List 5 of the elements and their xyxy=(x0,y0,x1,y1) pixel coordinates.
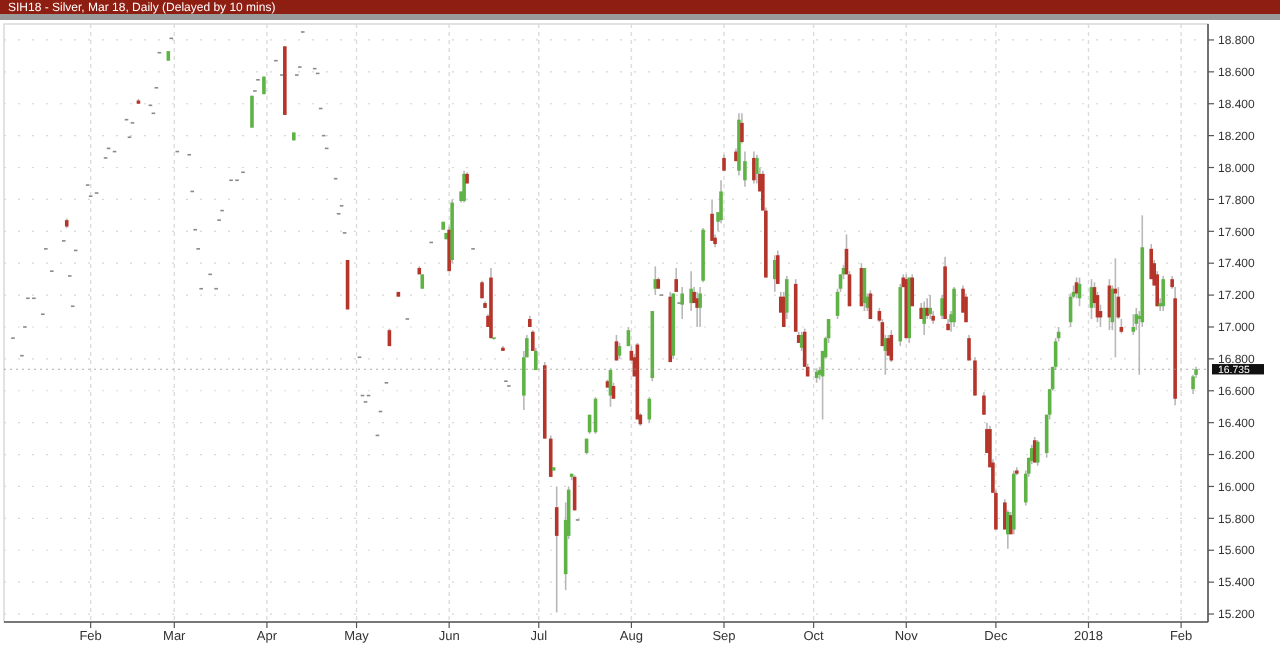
candlestick xyxy=(1191,374,1195,395)
candlestick xyxy=(710,198,714,242)
candlestick xyxy=(982,391,986,416)
candlestick xyxy=(554,485,559,614)
candlestick xyxy=(967,334,971,362)
